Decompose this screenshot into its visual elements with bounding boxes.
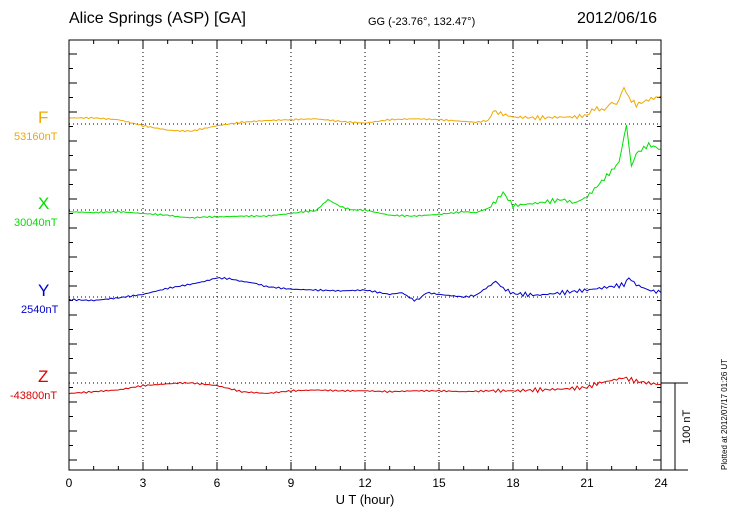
plot-date: 2012/06/16 bbox=[577, 10, 658, 27]
x-tick-label-1: 3 bbox=[140, 476, 147, 490]
station-title: Alice Springs (ASP) [GA] bbox=[69, 10, 246, 27]
channel-label-x: X bbox=[38, 194, 50, 213]
plot-frame bbox=[68, 39, 662, 471]
channel-baseline-x: 30040nT bbox=[14, 217, 58, 229]
channel-label-y: Y bbox=[38, 281, 50, 300]
x-tick-label-0: 0 bbox=[66, 476, 73, 490]
series-line-y bbox=[68, 276, 662, 302]
x-tick-label-5: 15 bbox=[432, 476, 446, 490]
x-tick-label-8: 24 bbox=[654, 476, 668, 490]
plotted-timestamp: Plotted at 2012/07/17 01:26 UT bbox=[720, 358, 729, 470]
series-line-f bbox=[68, 86, 662, 133]
scale-bar-label: 100 nT bbox=[681, 409, 693, 444]
channel-baseline-f: 53160nT bbox=[14, 131, 58, 143]
series-line-z bbox=[68, 376, 662, 395]
channel-label-f: F bbox=[38, 108, 49, 127]
x-tick-label-7: 21 bbox=[580, 476, 594, 490]
x-tick-label-3: 9 bbox=[288, 476, 295, 490]
x-tick-label-6: 18 bbox=[506, 476, 520, 490]
scale-bar: 100 nT bbox=[661, 382, 693, 471]
grid-lines bbox=[69, 40, 661, 470]
station-coordinates: GG (-23.76°, 132.47°) bbox=[368, 16, 476, 28]
x-tick-labels: 0 3 6 9 12 15 18 21 24 bbox=[66, 476, 668, 490]
series-layer bbox=[68, 86, 662, 395]
x-axis-label: U T (hour) bbox=[336, 492, 395, 507]
series-line-x bbox=[68, 124, 662, 219]
axis-ticks bbox=[68, 40, 662, 470]
channel-baseline-z: -43800nT bbox=[10, 390, 58, 402]
channel-baseline-y: 2540nT bbox=[21, 304, 59, 316]
x-tick-label-2: 6 bbox=[214, 476, 221, 490]
channel-label-z: Z bbox=[38, 367, 49, 386]
x-tick-label-4: 12 bbox=[358, 476, 372, 490]
